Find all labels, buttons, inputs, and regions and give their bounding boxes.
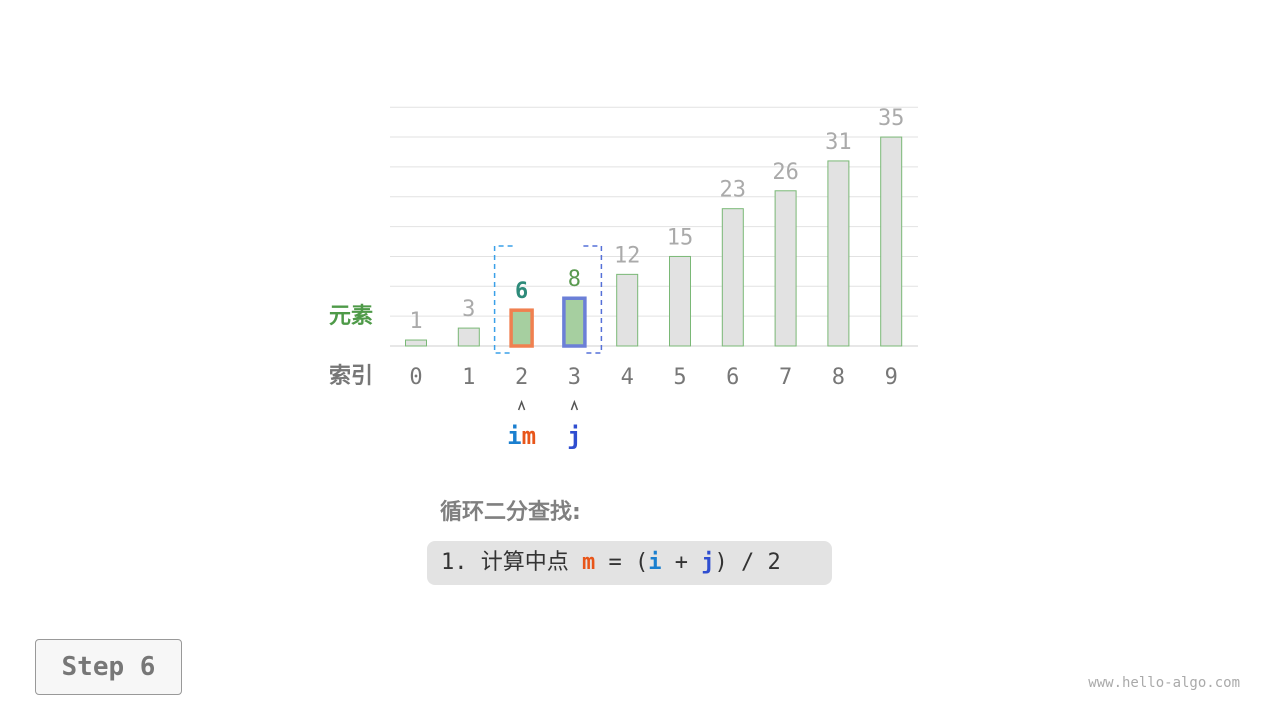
index-label-2: 2 bbox=[515, 365, 528, 390]
bar-9 bbox=[880, 136, 903, 347]
value-label-0: 1 bbox=[409, 309, 422, 334]
step-i: i bbox=[648, 550, 662, 575]
bar-1 bbox=[457, 327, 480, 347]
value-label-7: 26 bbox=[772, 160, 799, 185]
step-description: 1. 计算中点 m = (i + j) / 2 bbox=[427, 541, 832, 585]
pointer-i: i bbox=[507, 422, 521, 450]
bar-7 bbox=[774, 190, 797, 347]
value-label-4: 12 bbox=[614, 243, 641, 268]
row-label-index: 索引 bbox=[329, 364, 373, 389]
index-label-7: 7 bbox=[779, 365, 792, 390]
index-label-9: 9 bbox=[885, 365, 898, 390]
bar-2 bbox=[509, 308, 534, 348]
value-label-8: 31 bbox=[825, 130, 852, 155]
index-label-3: 3 bbox=[568, 365, 581, 390]
pointer-j: j bbox=[567, 422, 581, 450]
pointer-arrow-icon bbox=[570, 399, 579, 411]
step-m: m bbox=[581, 550, 596, 575]
index-label-6: 6 bbox=[726, 365, 739, 390]
range-bracket-right bbox=[583, 245, 603, 354]
index-label-5: 5 bbox=[673, 365, 686, 390]
index-label-8: 8 bbox=[832, 365, 845, 390]
pointer-label: j bbox=[567, 422, 581, 450]
step-prefix: 1. 计算中点 bbox=[441, 550, 582, 575]
value-label-6: 23 bbox=[720, 178, 747, 203]
bar-3 bbox=[562, 296, 587, 348]
value-label-3: 8 bbox=[568, 267, 581, 292]
bar-5 bbox=[669, 255, 691, 347]
step-eq: = ( bbox=[595, 550, 649, 575]
step-plus: + bbox=[661, 550, 702, 575]
value-label-2: 6 bbox=[515, 279, 528, 304]
pointer-label: im bbox=[507, 422, 536, 450]
step-end: ) / 2 bbox=[714, 550, 781, 575]
value-label-1: 3 bbox=[462, 297, 475, 322]
bar-4 bbox=[616, 273, 639, 347]
step-button[interactable]: Step 6 bbox=[35, 639, 182, 695]
value-label-5: 15 bbox=[667, 225, 694, 250]
value-label-9: 35 bbox=[878, 106, 905, 131]
bar-8 bbox=[827, 160, 850, 347]
index-label-1: 1 bbox=[462, 365, 475, 390]
step-j: j bbox=[701, 550, 715, 575]
title: 循环二分查找: bbox=[440, 500, 581, 525]
bar-6 bbox=[721, 208, 744, 347]
row-label-element: 元素 bbox=[329, 303, 373, 329]
pointer-m: m bbox=[522, 422, 536, 450]
watermark: www.hello-algo.com bbox=[1088, 675, 1240, 691]
bar-0 bbox=[405, 339, 427, 347]
pointer-arrow-icon bbox=[517, 399, 526, 411]
index-label-4: 4 bbox=[621, 365, 634, 390]
index-label-0: 0 bbox=[409, 365, 422, 390]
